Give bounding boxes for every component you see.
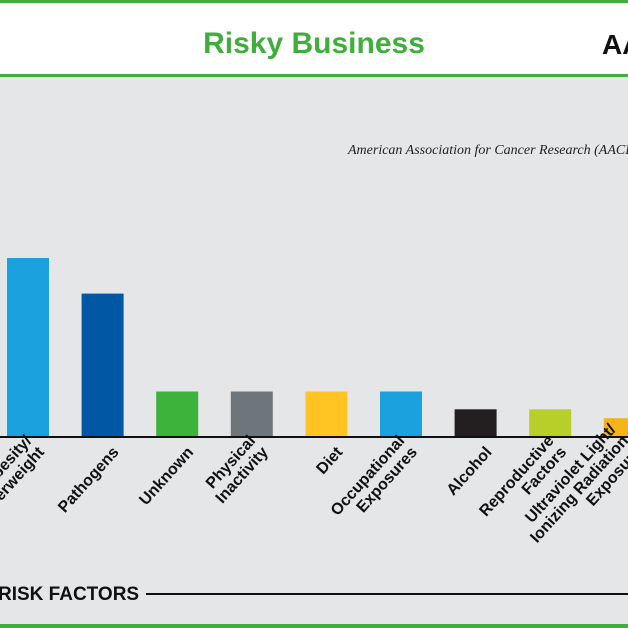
bar <box>7 258 49 436</box>
x-axis-label: RISK FACTORS <box>0 584 139 605</box>
top-rule <box>0 0 628 3</box>
bar <box>230 391 273 436</box>
header-rule <box>0 74 628 77</box>
logo: AACR <box>602 29 628 60</box>
bar <box>380 391 422 436</box>
bar <box>305 391 348 436</box>
bar <box>156 391 199 436</box>
bar <box>81 293 124 436</box>
bar <box>529 409 572 436</box>
bottom-rule <box>0 624 628 628</box>
subtitle: American Association for Cancer Research… <box>347 143 628 158</box>
bar <box>603 418 628 436</box>
chart-title: Risky Business <box>203 27 425 60</box>
bar <box>454 409 497 436</box>
